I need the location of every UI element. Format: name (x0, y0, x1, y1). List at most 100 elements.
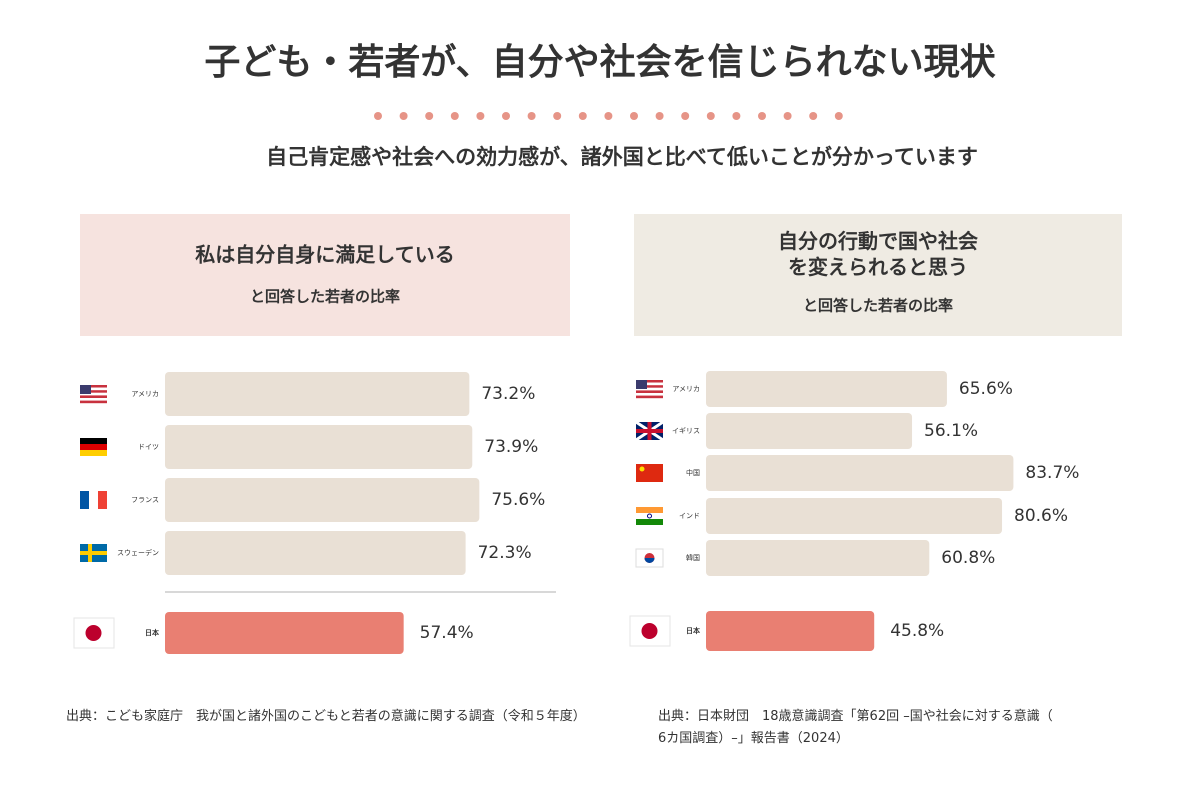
value-label: 65.6% (959, 379, 1013, 399)
title-line: を変えられると思う (788, 255, 968, 279)
value-label: 57.4% (420, 623, 474, 643)
bar (706, 611, 875, 651)
category-label: フランス (131, 496, 159, 504)
bar (706, 455, 1014, 491)
value-label: 72.3% (478, 543, 532, 563)
category-label: スウェーデン (117, 548, 159, 557)
category-label: 中国 (686, 468, 700, 477)
source-line: 出典：日本財団 18歳意識調査「第62回 –国や社会に対する意識（ (658, 708, 1053, 724)
panel-header (80, 214, 570, 336)
flag (80, 400, 107, 404)
chart-title: 自分の行動で国や社会を変えられると思う (778, 229, 978, 279)
flag (636, 390, 663, 393)
bar (165, 478, 480, 522)
dot (783, 112, 792, 120)
bar (165, 612, 404, 654)
value-label: 45.8% (890, 621, 944, 641)
dot (630, 112, 638, 120)
category-label: 日本 (686, 626, 700, 635)
flag (636, 507, 663, 513)
dot (502, 112, 510, 120)
bar (165, 372, 470, 416)
dot (706, 112, 715, 120)
flag (636, 387, 663, 391)
dot (476, 112, 485, 120)
category-label: 日本 (145, 628, 159, 637)
value-label: 73.2% (481, 384, 535, 404)
dot (399, 112, 408, 120)
dot (681, 112, 690, 120)
category-label: ドイツ (138, 443, 159, 451)
flag (80, 385, 107, 388)
dot (655, 112, 664, 120)
bar (165, 425, 473, 469)
chart-title: 私は自分自身に満足している (195, 243, 454, 267)
flag (636, 513, 663, 519)
flag (647, 513, 652, 519)
flag (85, 625, 102, 641)
panel-header (634, 214, 1122, 336)
flag (636, 380, 663, 383)
flag (80, 385, 91, 394)
title-line: 自分の行動で国や社会 (778, 229, 978, 253)
flag (629, 615, 671, 647)
flag (98, 491, 107, 509)
source-line: 出典：こども家庭庁 我が国と諸外国のこどもと若者の意識に関する調査（令和５年度） (66, 708, 586, 724)
value-label: 60.8% (941, 548, 995, 568)
source: 出典：こども家庭庁 我が国と諸外国のこどもと若者の意識に関する調査（令和５年度） (66, 708, 586, 724)
flag (636, 464, 663, 482)
bar (706, 413, 913, 449)
dot (758, 112, 766, 120)
bar (706, 540, 930, 576)
source-line: 6カ国調査）–」報告書（2024） (658, 731, 849, 746)
flag (636, 380, 647, 389)
dot (527, 112, 536, 120)
source: 出典：日本財団 18歳意識調査「第62回 –国や社会に対する意識（ 6カ国調査）–… (658, 708, 1053, 746)
value-label: 80.6% (1014, 506, 1068, 526)
bar (706, 371, 947, 407)
category-label: 韓国 (686, 553, 700, 562)
page-subtitle: 自己肯定感や社会への効力感が、諸外国と比べて低いことが分かっています (266, 145, 978, 169)
dot (553, 112, 562, 120)
dot (834, 112, 843, 120)
flag (80, 450, 107, 456)
value-label: 56.1% (924, 421, 978, 441)
flag (89, 491, 98, 509)
category-label: イギリス (672, 427, 700, 435)
category-label: アメリカ (131, 390, 159, 398)
flag (636, 395, 663, 399)
flag (80, 395, 107, 398)
dot (450, 112, 459, 120)
page-title: 子ども・若者が、自分や社会を信じられない現状 (204, 42, 996, 83)
dot (425, 112, 434, 120)
flag (80, 444, 107, 450)
flag (644, 558, 655, 563)
flag (80, 491, 89, 509)
flag (636, 393, 663, 396)
flag (639, 466, 645, 472)
dot (578, 112, 587, 120)
flag (636, 382, 663, 386)
flag (80, 438, 107, 444)
flag (80, 390, 107, 393)
flag (636, 385, 663, 388)
flag (80, 551, 107, 555)
flag (80, 387, 107, 391)
dot (604, 112, 613, 120)
value-label: 73.9% (484, 437, 538, 457)
value-label: 83.7% (1025, 463, 1079, 483)
chart-subtitle: と回答した若者の比率 (803, 297, 953, 315)
bar (706, 498, 1003, 534)
bar (165, 531, 466, 575)
flag (636, 422, 663, 440)
chart-subtitle: と回答した若者の比率 (250, 288, 400, 306)
flag (641, 623, 658, 639)
dot (732, 112, 741, 120)
category-label: インド (679, 512, 700, 520)
dot (809, 112, 818, 120)
dot (374, 112, 382, 120)
value-label: 75.6% (491, 490, 545, 510)
flag (80, 392, 107, 396)
divider-dots (374, 112, 843, 120)
